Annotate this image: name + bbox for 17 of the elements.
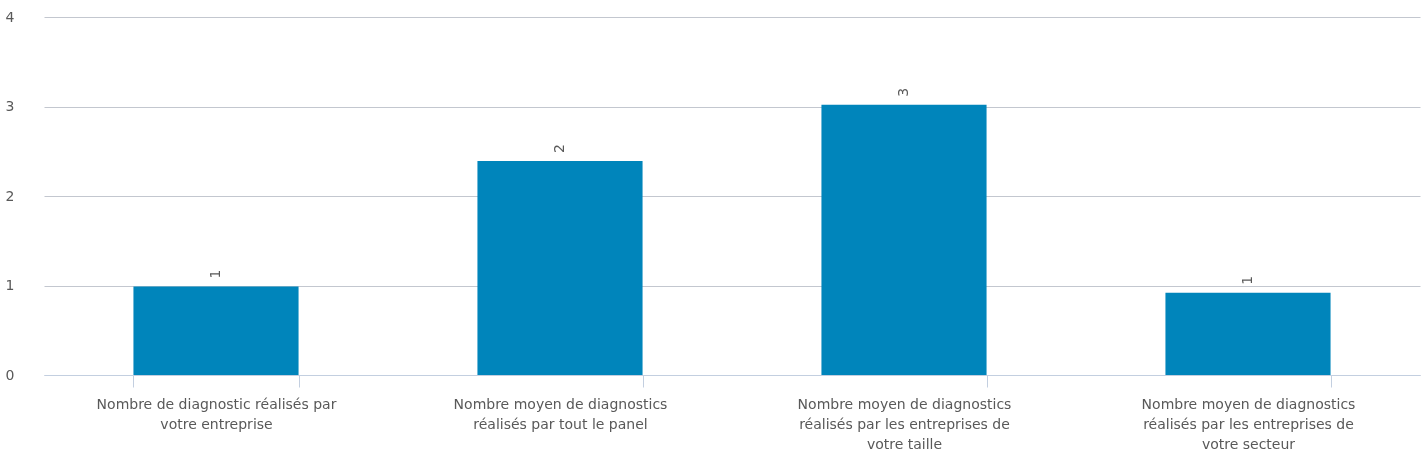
bar — [133, 286, 299, 375]
x-tick-label: Nombre de diagnostic réalisés par votre entreprise — [96, 395, 337, 432]
y-tick-label: 1 — [5, 277, 15, 293]
data-label: 1 — [1239, 275, 1255, 285]
x-tick-label: Nombre moyen de diagnostics réalisés par tout le panel — [453, 395, 668, 432]
y-tick-label: 4 — [5, 8, 15, 25]
y-tick-label: 0 — [5, 366, 15, 383]
bar — [1165, 292, 1331, 375]
y-tick-label: 3 — [5, 98, 15, 114]
bar — [821, 104, 987, 375]
bar — [477, 161, 643, 375]
data-label: 2 — [551, 144, 567, 154]
x-tick-label: Nombre moyen de diagnostics réalisés par les entreprises de votre taille — [797, 395, 1012, 452]
data-label: 3 — [895, 87, 911, 97]
x-tick-label: Nombre moyen de diagnostics réalisés par les entreprises de votre secteur — [1141, 395, 1356, 452]
data-label: 1 — [207, 269, 223, 279]
y-tick-label: 2 — [5, 187, 15, 204]
